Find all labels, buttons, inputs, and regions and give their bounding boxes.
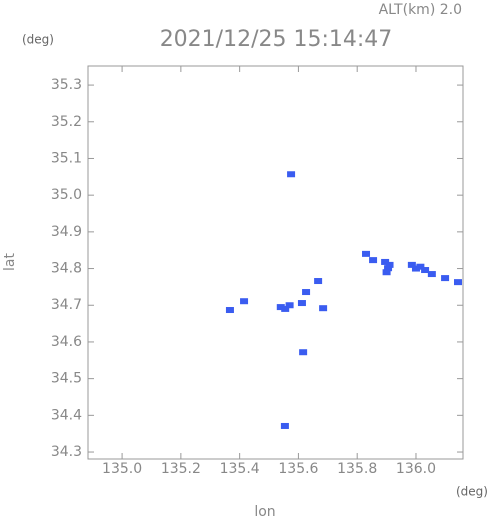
y-tick-label: 34.6	[51, 334, 82, 350]
echo-point	[302, 289, 311, 296]
y-tick-label: 35.2	[51, 114, 82, 130]
echo-point	[225, 307, 234, 314]
echo-point	[287, 171, 296, 178]
y-tick-label: 34.3	[51, 444, 82, 460]
echo-point	[297, 300, 306, 307]
echo-point	[454, 279, 463, 286]
echo-point	[276, 304, 285, 311]
x-tick-label: 135.8	[337, 461, 377, 477]
echo-point	[299, 349, 308, 356]
echo-point	[319, 305, 328, 312]
x-tick-label: 135.0	[102, 461, 142, 477]
echo-point	[314, 278, 323, 285]
echo-point	[281, 305, 290, 312]
y-unit: (deg)	[22, 33, 54, 47]
echo-point	[240, 298, 249, 305]
echo-point	[416, 263, 425, 270]
y-axis-label: lat	[2, 253, 18, 271]
echo-point	[411, 265, 420, 272]
x-tick-label: 135.2	[161, 461, 201, 477]
y-tick-label: 35.0	[51, 187, 82, 203]
y-tick-label: 35.1	[51, 150, 82, 166]
y-tick-label: 34.4	[51, 407, 82, 423]
y-tick-label: 35.3	[51, 77, 82, 93]
y-tick-label: 34.7	[51, 297, 82, 313]
x-axis-label: lon	[254, 504, 275, 520]
x-tick-label: 136.0	[396, 461, 436, 477]
echo-point	[382, 269, 391, 276]
x-unit: (deg)	[456, 485, 488, 499]
y-tick-label: 34.8	[51, 261, 82, 277]
plot-frame	[87, 65, 464, 460]
echo-point	[385, 261, 394, 268]
echo-point	[285, 302, 294, 309]
echo-point	[362, 250, 371, 257]
echo-point	[441, 275, 450, 282]
echo-point	[369, 257, 378, 264]
echo-point	[280, 422, 289, 429]
echo-point	[384, 265, 393, 272]
echo-point	[427, 271, 436, 278]
x-tick-label: 135.6	[278, 461, 318, 477]
chart-subtitle: ALT(km) 2.0	[379, 2, 462, 18]
echo-point	[407, 261, 416, 268]
x-tick-label: 135.4	[220, 461, 260, 477]
y-tick-label: 34.5	[51, 371, 82, 387]
echo-point	[381, 258, 390, 265]
echo-point	[421, 267, 430, 274]
chart-title: 2021/12/25 15:14:47	[160, 27, 393, 52]
y-tick-label: 34.9	[51, 224, 82, 240]
